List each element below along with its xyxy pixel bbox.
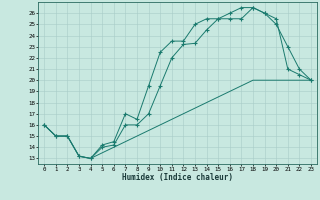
X-axis label: Humidex (Indice chaleur): Humidex (Indice chaleur) <box>122 173 233 182</box>
